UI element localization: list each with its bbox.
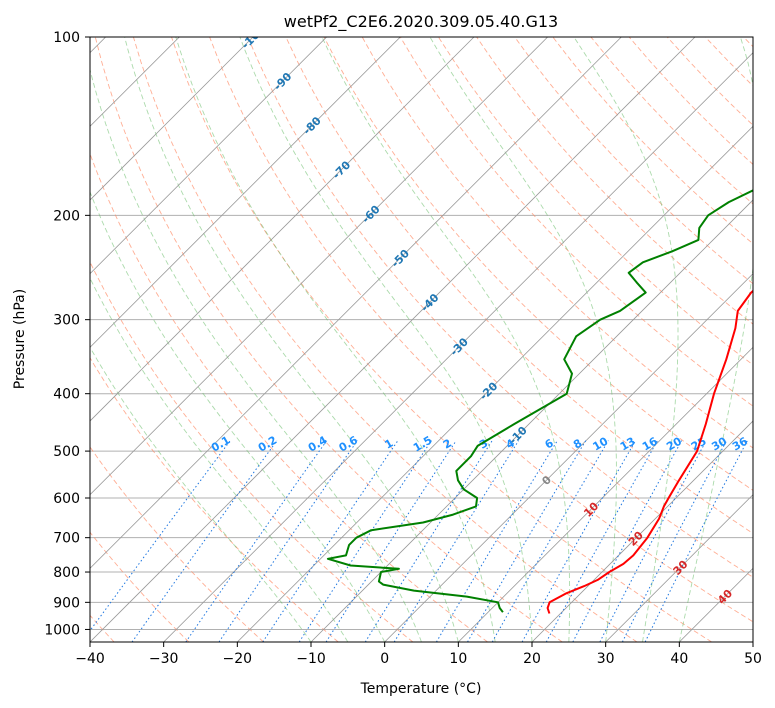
dry-adiabat (171, 37, 712, 642)
plot-area (90, 37, 753, 642)
plot-background (90, 37, 753, 642)
x-tick-label: 20 (523, 651, 541, 667)
dry-adiabat (90, 356, 339, 642)
dry-adiabats (90, 37, 753, 642)
isotherm-line (90, 37, 475, 422)
dry-adiabat (514, 37, 753, 285)
dry-adiabat (209, 37, 753, 623)
mixing-ratio-line (521, 440, 637, 642)
moist-adiabat (239, 37, 533, 642)
isotherm-line (90, 37, 548, 496)
chart-title: wetPf2_C2E6.2020.309.05.40.G13 (284, 12, 558, 32)
y-tick-label: 900 (53, 595, 80, 611)
mixing-ratio-line (262, 440, 399, 642)
isotherms (90, 37, 753, 642)
dry-adiabat (132, 37, 638, 642)
isotherm-line (90, 37, 401, 348)
mixing-ratio-line (467, 440, 587, 642)
x-tick-label: −30 (149, 651, 179, 667)
x-tick-label: 50 (744, 651, 762, 667)
mixing-ratio-line (364, 440, 493, 642)
y-tick-label: 600 (53, 491, 80, 507)
sounding-series (326, 189, 753, 614)
mixing-ratio-line (572, 440, 683, 642)
moist-adiabat (124, 37, 459, 642)
mixing-ratio-line (185, 440, 328, 642)
dewpoint-profile (326, 189, 753, 613)
y-tick-label: 500 (53, 444, 80, 460)
x-axis: −40 −30 −20 −10 0 10 20 30 40 50 (75, 642, 762, 667)
isotherm-line (90, 37, 327, 275)
isotherm-line (752, 641, 753, 642)
mixing-ratio-line (644, 440, 748, 642)
dry-adiabat (94, 37, 563, 642)
mixing-ratio-line (325, 440, 457, 642)
x-tick-label: 10 (449, 651, 467, 667)
x-tick-label: 40 (670, 651, 688, 667)
mixing-ratio-lines (90, 440, 748, 642)
moist-adiabat (321, 37, 571, 642)
isotherm-line (90, 37, 696, 642)
dry-adiabat (323, 37, 753, 491)
x-axis-title: Temperature (°C) (360, 681, 482, 697)
isotherm-line (384, 273, 753, 642)
moist-adiabats (90, 37, 753, 642)
isotherm-line (90, 37, 622, 569)
mixing-ratio-line (298, 440, 432, 642)
moist-adiabat (90, 190, 386, 642)
mixing-ratio-line (545, 440, 659, 642)
moist-adiabat (90, 277, 349, 642)
isotherm-line (310, 199, 753, 642)
plot-frame (89, 36, 754, 643)
y-tick-label: 200 (53, 208, 80, 224)
y-tick-label: 1000 (44, 622, 80, 638)
y-tick-label: 800 (53, 565, 80, 581)
dry-adiabat (90, 446, 264, 642)
isotherm-line (163, 52, 753, 642)
moist-adiabat (573, 37, 679, 642)
y-axis-title: Pressure (hPa) (12, 289, 28, 389)
dry-adiabat (90, 152, 488, 642)
mixing-ratio-line (435, 440, 558, 642)
isotherm-line (458, 346, 753, 642)
isotherm-line (605, 494, 753, 642)
mixing-ratio-line (491, 440, 609, 642)
x-tick-label: 0 (380, 651, 389, 667)
temperature-profile (546, 289, 753, 614)
y-tick-label: 100 (53, 30, 80, 46)
x-tick-label: 30 (597, 651, 615, 667)
mixing-ratio-line (393, 440, 520, 642)
isotherm-line (90, 37, 254, 201)
moist-adiabat (90, 67, 422, 642)
y-tick-label: 400 (53, 387, 80, 403)
dry-adiabat (438, 37, 753, 366)
mixing-ratio-line (90, 440, 231, 632)
moist-adiabat (429, 37, 617, 642)
dry-adiabat (399, 37, 753, 407)
y-tick-label: 300 (53, 313, 80, 329)
isotherm-line (237, 125, 753, 642)
mixing-ratio-line (131, 440, 278, 642)
moist-adiabat (678, 37, 753, 642)
y-tick-label: 700 (53, 531, 80, 547)
x-tick-label: −10 (296, 651, 326, 667)
dry-adiabat (90, 531, 190, 642)
x-tick-label: −40 (75, 651, 105, 667)
dry-adiabat (361, 37, 753, 449)
x-tick-label: −20 (223, 651, 253, 667)
dry-adiabat (247, 37, 753, 578)
isotherm-line (531, 420, 753, 642)
y-axis: 100 200 300 400 500 600 700 800 900 1000 (44, 30, 90, 638)
dry-adiabat (285, 37, 753, 535)
